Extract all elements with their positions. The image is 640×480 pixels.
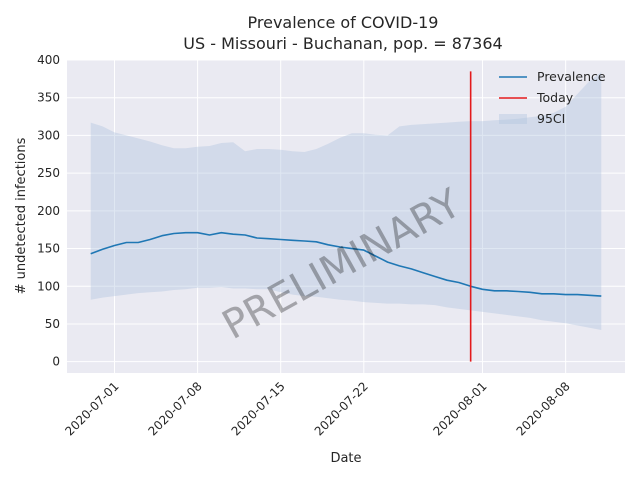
y-axis-label: # undetected infections — [14, 137, 29, 294]
y-tick-label: 150 — [37, 242, 60, 256]
x-tick-label: 2020-07-08 — [145, 379, 204, 438]
legend-swatch-95ci — [499, 114, 527, 124]
chart-title: Prevalence of COVID-19 — [248, 13, 439, 32]
y-tick-label: 250 — [37, 166, 60, 180]
legend-label-today: Today — [536, 90, 574, 105]
x-tick-label: 2020-08-08 — [514, 379, 573, 438]
x-axis-label: Date — [330, 451, 361, 466]
y-tick-label: 50 — [45, 317, 60, 331]
x-tick-label: 2020-07-22 — [312, 379, 371, 438]
legend-label-95ci: 95CI — [537, 111, 565, 126]
confidence-band — [90, 72, 602, 330]
x-tick-label: 2020-07-01 — [62, 379, 121, 438]
y-tick-label: 300 — [37, 128, 60, 142]
y-tick-label: 100 — [37, 279, 60, 293]
series-lines — [90, 71, 602, 362]
y-tick-label: 200 — [37, 204, 60, 218]
gridlines — [67, 59, 625, 373]
y-tick-label: 0 — [52, 355, 60, 369]
x-tick-label: 2020-08-01 — [430, 379, 489, 438]
y-tick-label: 400 — [37, 53, 60, 67]
prevalence-line — [90, 231, 602, 297]
legend: Prevalence Today 95CI — [499, 69, 606, 126]
ci-band-95 — [90, 72, 602, 330]
y-tick-label: 350 — [37, 91, 60, 105]
plot-area — [67, 60, 625, 373]
x-tick-label: 2020-07-15 — [229, 379, 288, 438]
legend-label-prevalence: Prevalence — [537, 69, 606, 84]
chart-subtitle: US - Missouri - Buchanan, pop. = 87364 — [183, 34, 502, 53]
